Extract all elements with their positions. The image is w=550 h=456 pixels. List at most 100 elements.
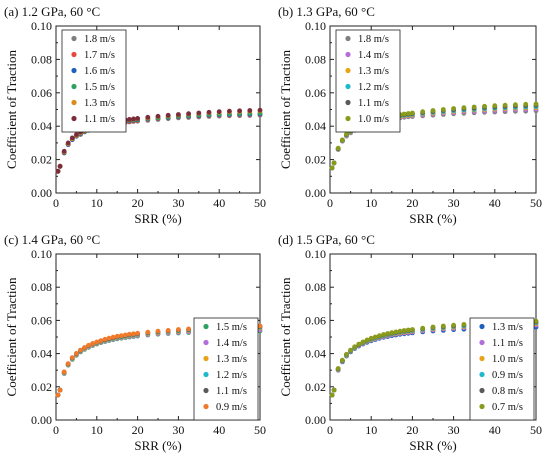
panel-title: (c) 1.4 GPa, 60 °C — [4, 232, 100, 247]
legend: 1.8 m/s 1.4 m/s 1.3 m/s 1.2 m/s 1.1 m/s 1.0 m… — [335, 29, 401, 133]
legend-marker — [479, 403, 485, 410]
data-point — [360, 339, 366, 345]
data-point — [247, 108, 253, 113]
x-axis-label: SRR (%) — [409, 438, 456, 453]
legend-label: 1.7 m/s — [84, 50, 115, 61]
x-tick-label: 0 — [53, 423, 59, 437]
x-tick-label: 10 — [365, 423, 377, 437]
legend-marker — [345, 99, 351, 106]
y-tick-label: 0.04 — [31, 347, 52, 361]
data-point — [385, 331, 391, 336]
x-tick-label: 20 — [132, 423, 144, 437]
data-point — [135, 330, 141, 336]
legend-label: 1.0 m/s — [492, 354, 523, 365]
legend-box — [335, 29, 401, 133]
legend-label: 0.7 m/s — [492, 402, 523, 413]
y-axis-label: Coefficient of Traction — [4, 50, 19, 169]
data-point — [106, 335, 112, 341]
legend-label: 1.2 m/s — [358, 82, 389, 93]
data-point — [533, 101, 539, 107]
legend-label: 1.0 m/s — [358, 114, 389, 125]
legend-marker — [203, 403, 209, 410]
y-tick-label: 0.06 — [31, 313, 52, 327]
legend-label: 1.5 m/s — [216, 322, 247, 333]
legend-label: 1.5 m/s — [84, 82, 115, 93]
data-point — [196, 110, 202, 116]
y-tick-label: 0.08 — [305, 52, 326, 66]
y-tick-label: 0.10 — [305, 19, 326, 33]
y-tick-label: 0.00 — [31, 413, 52, 427]
legend-marker — [71, 67, 77, 74]
x-tick-label: 50 — [254, 196, 266, 210]
y-tick-label: 0.04 — [305, 119, 326, 133]
data-point — [55, 168, 61, 174]
x-axis-label: SRR (%) — [134, 211, 181, 226]
data-point — [492, 103, 498, 109]
data-point — [430, 108, 436, 113]
panel-c: (c) 1.4 GPa, 60 °C 0 10 20 30 40 50 0.00 0.02 0.0… — [4, 232, 266, 453]
x-tick-label: 10 — [91, 196, 103, 210]
data-point — [165, 328, 171, 333]
legend-label: 1.1 m/s — [492, 338, 523, 349]
legend-marker — [479, 323, 485, 330]
data-point — [57, 387, 63, 393]
data-point — [381, 332, 386, 337]
data-point — [118, 333, 124, 339]
x-tick-label: 30 — [448, 423, 460, 437]
y-axis-label: Coefficient of Traction — [4, 277, 19, 396]
y-tick-label: 0.00 — [31, 186, 52, 200]
y-tick-label: 0.00 — [305, 413, 326, 427]
legend-label: 1.8 m/s — [84, 34, 115, 45]
x-tick-label: 10 — [91, 423, 103, 437]
x-tick-label: 30 — [172, 423, 184, 437]
x-axis-label: SRR (%) — [134, 438, 181, 453]
y-tick-label: 0.06 — [305, 313, 326, 327]
data-point — [440, 107, 446, 112]
data-point — [216, 109, 222, 115]
x-tick-label: 10 — [365, 196, 377, 210]
panel-title: (d) 1.5 GPa, 60 °C — [278, 232, 375, 247]
panel-title: (b) 1.3 GPa, 60 °C — [278, 4, 375, 19]
data-point — [74, 132, 79, 138]
legend-box — [469, 317, 535, 421]
data-point — [420, 109, 426, 115]
panel-b: (b) 1.3 GPa, 60 °C 0 10 20 30 40 50 0.00 0.02 0.0… — [278, 4, 542, 226]
legend-label: 1.1 m/s — [358, 98, 389, 109]
data-point — [389, 330, 395, 336]
data-point — [145, 329, 151, 335]
y-tick-label: 0.02 — [31, 380, 52, 394]
data-point — [78, 347, 83, 353]
x-tick-label: 40 — [213, 196, 225, 210]
data-point — [410, 327, 415, 332]
data-point — [123, 332, 128, 338]
legend: 1.3 m/s 1.1 m/s 1.0 m/s 0.9 m/s 0.8 m/s 0.7 m… — [469, 317, 535, 421]
data-point — [110, 334, 116, 340]
data-point — [57, 163, 63, 169]
data-point — [430, 324, 436, 330]
legend-marker — [345, 67, 351, 74]
data-point — [340, 137, 345, 143]
data-point — [410, 110, 415, 116]
data-point — [461, 105, 467, 111]
data-point — [352, 344, 358, 350]
legend-marker — [479, 355, 485, 362]
data-point — [176, 112, 181, 117]
data-point — [102, 336, 108, 342]
data-point — [86, 342, 91, 348]
legend-label: 0.9 m/s — [492, 370, 523, 381]
y-tick-label: 0.10 — [31, 19, 52, 33]
legend-marker — [345, 51, 351, 58]
data-point — [206, 109, 212, 115]
data-point — [331, 160, 337, 166]
data-point — [451, 106, 456, 111]
data-point — [393, 329, 399, 335]
legend-marker — [71, 35, 77, 42]
legend: 1.8 m/s 1.7 m/s 1.6 m/s 1.5 m/s 1.3 m/s 1.1 m… — [61, 29, 127, 133]
panel-d: (d) 1.5 GPa, 60 °C 0 10 20 30 40 50 0.00 0.02 0.0… — [278, 232, 542, 453]
data-point — [344, 351, 349, 357]
y-tick-label: 0.08 — [305, 280, 326, 294]
data-point — [401, 328, 407, 333]
data-point — [482, 103, 487, 109]
legend-marker — [345, 35, 351, 42]
data-point — [65, 361, 71, 366]
